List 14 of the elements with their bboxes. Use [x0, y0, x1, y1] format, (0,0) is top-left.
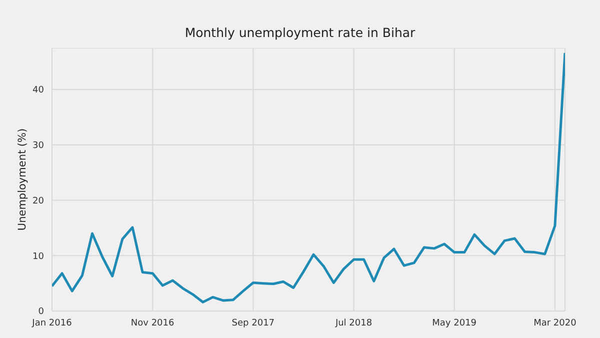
x-tick-label: Nov 2016: [130, 318, 175, 328]
x-tick-label: Mar 2020: [534, 318, 577, 328]
x-tick-label: Jan 2016: [31, 318, 72, 328]
y-tick-label: 20: [32, 196, 44, 206]
chart-title: Monthly unemployment rate in Bihar: [184, 25, 416, 40]
y-tick-label: 30: [32, 141, 44, 152]
x-tick-label: Jul 2018: [334, 318, 372, 328]
y-tick-label: 40: [32, 86, 44, 96]
line-series: [52, 52, 565, 304]
y-axis-title: Unemployment (%): [16, 128, 29, 231]
y-tick-label: 0: [38, 307, 44, 318]
y-tick-label: 10: [32, 252, 44, 262]
x-tick-label: May 2019: [432, 318, 477, 328]
x-tick-label: Sep 2017: [232, 318, 275, 328]
